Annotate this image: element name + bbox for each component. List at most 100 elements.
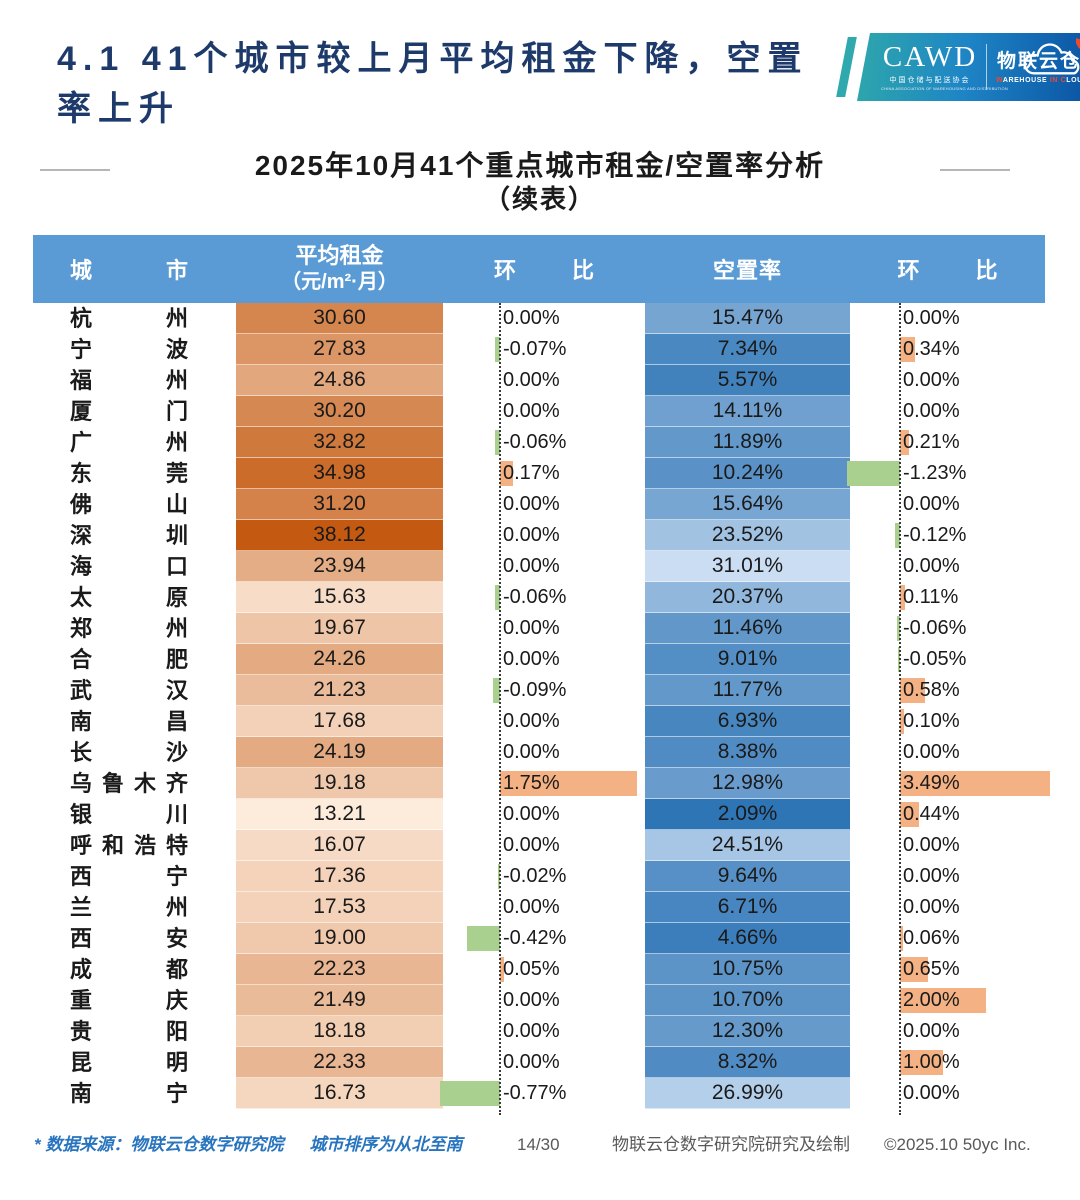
negative-change-bar — [894, 523, 900, 548]
city-cell: 广州 — [33, 427, 236, 458]
negative-change-bar — [897, 647, 900, 672]
vacancy-cell: 15.64% — [645, 489, 850, 520]
rent-mom-cell: 0.00% — [443, 396, 645, 427]
positive-change-bar — [900, 802, 919, 827]
rent-cell: 34.98 — [236, 458, 443, 489]
negative-change-bar — [897, 616, 900, 641]
positive-change-bar — [900, 957, 928, 982]
vacancy-mom-cell: 0.44% — [850, 799, 1045, 830]
vacancy-cell: 24.51% — [645, 830, 850, 861]
copyright-note: ©2025.10 50yc Inc. — [884, 1135, 1031, 1154]
rent-mom-cell: 0.00% — [443, 737, 645, 768]
table-row: 南昌 17.68 0.00% 6.93% 0.10% — [33, 706, 1045, 737]
header-vacancy-mom: 环比 — [897, 258, 998, 283]
table-row: 海口 23.94 0.00% 31.01% 0.00% — [33, 551, 1045, 582]
vacancy-cell: 11.77% — [645, 675, 850, 706]
logo-divider — [986, 44, 987, 90]
mom-value: -0.06% — [903, 617, 967, 639]
mom-value: 0.00% — [903, 1020, 960, 1042]
mom-value: 0.00% — [903, 369, 960, 391]
city-name: 太原 — [70, 585, 188, 610]
mom-value: 0.00% — [903, 307, 960, 329]
cawd-subtitle-en: CHINA ASSOCIATION OF WAREHOUSING AND DIS… — [881, 86, 1008, 91]
vacancy-mom-cell: 0.00% — [850, 551, 1045, 582]
rent-mom-cell: 0.00% — [443, 644, 645, 675]
city-cell: 厦门 — [33, 396, 236, 427]
negative-change-bar — [495, 430, 500, 455]
rent-cell: 24.19 — [236, 737, 443, 768]
city-cell: 长沙 — [33, 737, 236, 768]
city-cell: 南宁 — [33, 1078, 236, 1109]
city-name: 武汉 — [70, 678, 188, 703]
rent-mom-cell: 0.00% — [443, 520, 645, 551]
rent-cell: 23.94 — [236, 551, 443, 582]
rent-cell: 19.18 — [236, 768, 443, 799]
rent-cell: 22.23 — [236, 954, 443, 985]
vacancy-mom-cell: 0.00% — [850, 737, 1045, 768]
vacancy-cell: 26.99% — [645, 1078, 850, 1109]
table-row: 兰州 17.53 0.00% 6.71% 0.00% — [33, 892, 1045, 923]
mom-value: 2.00% — [903, 989, 960, 1011]
mom-value: 0.44% — [903, 803, 960, 825]
table-row: 杭州 30.60 0.00% 15.47% 0.00% — [33, 303, 1045, 334]
vacancy-cell: 14.11% — [645, 396, 850, 427]
mom-value: 0.00% — [503, 741, 560, 763]
mom-value: 0.00% — [903, 555, 960, 577]
mom-value: 0.00% — [503, 1051, 560, 1073]
rent-cell: 31.20 — [236, 489, 443, 520]
city-cell: 西安 — [33, 923, 236, 954]
vacancy-mom-cell: 0.00% — [850, 1078, 1045, 1109]
mom-value: 0.00% — [503, 648, 560, 670]
table-row: 南宁 16.73 -0.77% 26.99% 0.00% — [33, 1078, 1045, 1109]
header-rent-mom: 环比 — [494, 258, 594, 283]
table-row: 广州 32.82 -0.06% 11.89% 0.21% — [33, 427, 1045, 458]
vacancy-cell: 11.89% — [645, 427, 850, 458]
mom-value: 0.17% — [503, 462, 560, 484]
rent-mom-cell: -0.06% — [443, 427, 645, 458]
positive-change-bar — [900, 585, 905, 610]
rent-mom-cell: 0.00% — [443, 892, 645, 923]
table-row: 重庆 21.49 0.00% 10.70% 2.00% — [33, 985, 1045, 1016]
vacancy-mom-cell: 0.00% — [850, 861, 1045, 892]
mom-value: -0.77% — [503, 1082, 567, 1104]
vacancy-mom-cell: 0.10% — [850, 706, 1045, 737]
table-title-line2: （续表） — [483, 184, 596, 214]
table-row: 东莞 34.98 0.17% 10.24% -1.23% — [33, 458, 1045, 489]
positive-change-bar — [900, 988, 986, 1013]
credit-note: 物联云仓数字研究院研究及绘制 — [612, 1135, 850, 1154]
rent-mom-cell: 0.00% — [443, 706, 645, 737]
rent-cell: 30.20 — [236, 396, 443, 427]
city-name: 贵阳 — [70, 1019, 188, 1044]
rent-mom-cell: 0.00% — [443, 985, 645, 1016]
city-cell: 昆明 — [33, 1047, 236, 1078]
table-row: 西安 19.00 -0.42% 4.66% 0.06% — [33, 923, 1045, 954]
city-name: 佛山 — [70, 492, 188, 517]
rent-cell: 15.63 — [236, 582, 443, 613]
rent-mom-cell: 0.00% — [443, 613, 645, 644]
mom-value: 3.49% — [903, 772, 960, 794]
data-table: 城市 平均租金 （元/m²·月） 环比 空置率 环比 杭州 30.60 0.00% 1… — [33, 235, 1051, 1115]
cawd-logo: CAWD 中国仓储与配送协会 CHINA ASSOCIATION OF WARE… — [881, 43, 1008, 92]
mom-value: 0.00% — [903, 493, 960, 515]
mom-value: 0.00% — [503, 400, 560, 422]
cawd-subtitle-cn: 中国仓储与配送协会 — [889, 77, 971, 84]
vacancy-cell: 12.98% — [645, 768, 850, 799]
city-name: 兰州 — [70, 895, 188, 920]
mom-value: 0.00% — [503, 493, 560, 515]
mom-value: 0.00% — [903, 896, 960, 918]
city-name: 南宁 — [70, 1081, 188, 1106]
table-row: 宁波 27.83 -0.07% 7.34% 0.34% — [33, 334, 1045, 365]
vacancy-mom-cell: 0.11% — [850, 582, 1045, 613]
city-name: 广州 — [70, 430, 188, 455]
rent-cell: 17.53 — [236, 892, 443, 923]
city-cell: 乌鲁木齐 — [33, 768, 236, 799]
table-header-row: 城市 平均租金 （元/m²·月） 环比 空置率 环比 — [33, 235, 1045, 303]
table-row: 呼和浩特 16.07 0.00% 24.51% 0.00% — [33, 830, 1045, 861]
city-name: 厦门 — [70, 399, 188, 424]
subtitle-left-rule — [40, 169, 110, 171]
header-city: 城市 — [70, 258, 188, 283]
city-cell: 郑州 — [33, 613, 236, 644]
rent-cell: 19.00 — [236, 923, 443, 954]
vacancy-mom-cell: 0.34% — [850, 334, 1045, 365]
